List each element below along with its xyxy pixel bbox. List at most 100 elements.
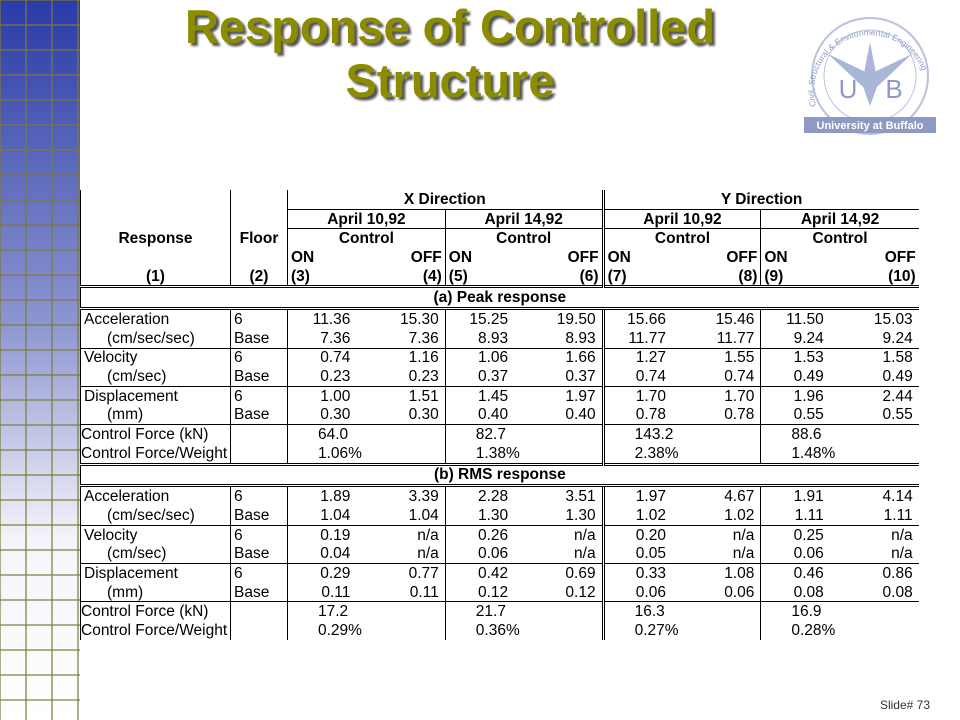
table-cell: 0.40 [565,406,596,424]
table-cell: 0.36% [444,621,604,640]
table-cell: 0.23 [287,367,367,387]
table-cell: 0.74 [724,368,755,386]
table-cell: 6 [230,347,288,368]
table-cell: 0.30 [287,405,367,425]
table-cell [230,190,288,210]
table-cell: 0.29% [287,621,446,640]
table-cell: (3) [287,266,367,287]
table-row: Acceleration 6 11.36 15.30 15.25 19.50 15.66 15… [80,307,919,329]
table-cell: 1.97 [601,484,682,506]
response-table: X Direction Y Direction April 10,92 April 1… [79,190,919,640]
table-cell: Control [601,228,761,249]
table-cell: 11.50 [760,307,840,329]
table-row: (cm/sec) Base 0.23 0.23 0.37 0.37 0.74 0.74 0.49… [80,367,919,387]
table-cell: 0.06 [601,582,682,602]
table-cell: Control Force (kN) [80,601,231,622]
table-cell: Displacement [80,385,231,406]
table-row: (mm) Base 0.30 0.30 0.40 0.40 0.78 0.78 0.55 0.55 [80,405,919,425]
table-cell: 1.70 [601,385,682,406]
table-row: Control Force/Weight 1.06% 1.38% 2.38% 1.48% [80,443,919,465]
table-cell: 0.78 [601,405,682,425]
table-cell: (10) [888,267,916,285]
table-cell: 8.93 [565,329,596,347]
table-row: Velocity 6 0.74 1.16 1.06 1.66 1.27 1.55 1.53 1.5… [80,347,919,368]
table-cell: 0.11 [409,583,439,601]
table-cell: 0.77 [366,563,446,583]
table-cell: Base [230,405,288,425]
table-cell: 1.91 [760,484,840,506]
table-cell: 1.06 [444,347,525,368]
table-cell: 0.12 [565,583,596,601]
table-cell: n/a [839,524,919,545]
table-cell: 0.55 [760,405,840,425]
table-cell: 1.04 [408,506,439,524]
table-cell: 1.27 [601,347,682,368]
table-cell: 0.23 [408,368,439,386]
table-cell: Base [230,328,288,348]
table-cell: Base [230,367,288,387]
table-cell: 21.7 [444,601,604,622]
table-cell: 0.26 [444,524,525,545]
table-cell: 0.74 [601,367,682,387]
table-row: Displacement 6 1.00 1.51 1.45 1.97 1.70 1.70 1.9… [80,385,919,406]
table-cell: 0.86 [839,563,919,583]
table-cell: 8.93 [444,328,525,348]
table-cell [230,621,288,640]
table-cell: 1.96 [760,385,840,406]
table-cell: (cm/sec/sec) [80,506,231,526]
table-row: Control Force/Weight 0.29% 0.36% 0.27% 0.28% [80,621,919,640]
table-row: (mm) Base 0.11 0.11 0.12 0.12 0.06 0.06 0.08 0.08 [80,582,919,602]
table-cell: n/a [366,524,446,545]
table-cell: 0.25 [760,524,840,545]
table-cell: 1.58 [839,347,919,368]
table-cell [80,190,231,210]
table-cell: 7.36 [408,329,439,347]
table-cell: 0.06 [724,583,755,601]
table-cell: Velocity [80,524,231,545]
logo-letter: U [839,74,858,104]
table-cell: 1.02 [601,506,682,526]
table-cell: 1.00 [287,385,367,406]
table-cell: n/a [417,545,439,563]
table-cell: 1.48% [760,443,919,465]
table-cell: (cm/sec) [80,367,231,387]
table-cell: 1.16 [366,347,446,368]
table-cell: 9.24 [760,328,840,348]
logo-letter: B [885,74,902,104]
side-grid [0,0,80,720]
table-cell: Acceleration [80,484,231,506]
table-cell [230,248,288,267]
table-cell: 0.06 [760,544,840,564]
table-cell: 0.04 [287,544,367,564]
table-cell: ON [601,248,682,267]
table-cell: ON [444,248,525,267]
table-cell: 1.02 [724,506,755,524]
table-cell [80,248,231,267]
table-cell: ON [287,248,367,267]
table-row: (cm/sec) Base 0.04 n/a 0.06 n/a 0.05 n/a 0.06 n/a [80,544,919,564]
table-cell: Control Force/Weight [80,621,231,640]
table-cell: (2) [230,266,288,287]
table-cell: 0.30 [408,406,439,424]
table-row: (cm/sec/sec) Base 1.04 1.04 1.30 1.30 1.02 1.02… [80,506,919,526]
table-cell: 143.2 [601,424,761,444]
table-cell: n/a [524,524,604,545]
table-cell: 2.44 [839,385,919,406]
slide-number: Slide# 73 [879,698,930,712]
table-cell: 15.30 [366,307,446,329]
table-cell: April 10,92 [601,208,761,229]
table-cell: X Direction [287,190,604,210]
table-cell: 1.53 [760,347,840,368]
table-cell: (6) [579,267,599,285]
table-cell: April 10,92 [287,208,446,229]
table-cell: (mm) [80,582,231,602]
table-cell: 1.51 [366,385,446,406]
table-cell: April 14,92 [444,208,604,229]
table-cell: 1.30 [444,506,525,526]
table-cell: 88.6 [760,424,919,444]
table-cell: 0.55 [882,406,913,424]
table-cell: OFF [567,248,599,266]
table-cell: (4) [422,267,442,285]
table-cell: 0.49 [760,367,840,387]
table-cell: 1.11 [760,506,840,526]
